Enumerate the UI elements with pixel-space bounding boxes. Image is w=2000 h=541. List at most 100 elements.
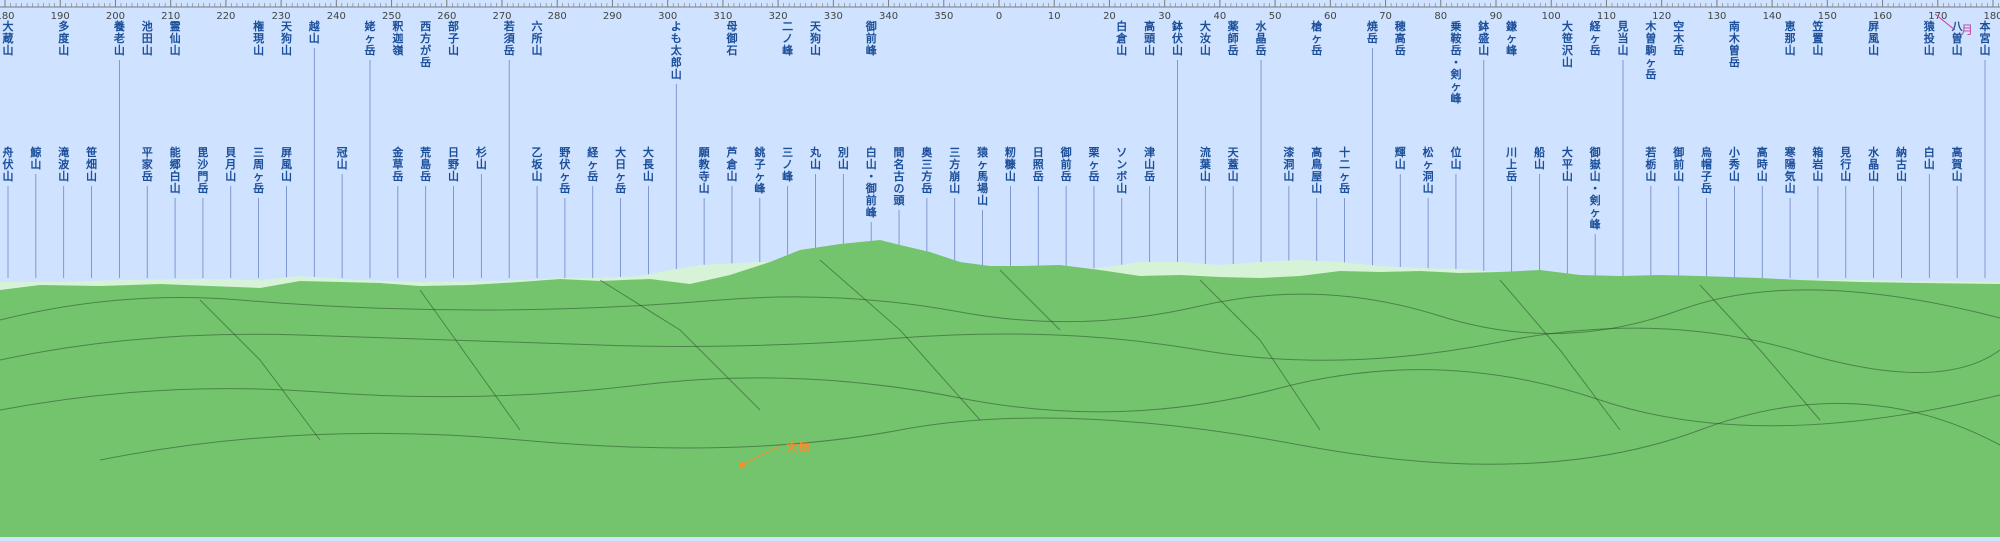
peak-label-lower: 御前岳 <box>1060 145 1072 183</box>
ruler-label: 340 <box>879 11 898 22</box>
peak-label-lower: 寒陽気山 <box>1784 145 1797 195</box>
peak-label-upper: 槍ヶ岳 <box>1310 19 1323 57</box>
peak-label-lower: 位山 <box>1450 145 1461 171</box>
ruler-label: 0 <box>996 11 1002 22</box>
ruler-label: 140 <box>1763 11 1782 22</box>
ruler-label: 200 <box>106 11 125 22</box>
ruler-label: 270 <box>492 11 511 22</box>
peak-label-upper: 若須岳 <box>503 19 516 57</box>
ruler-label: 280 <box>548 11 567 22</box>
peak-label-upper: 二ノ峰 <box>782 20 794 57</box>
peak-label-lower: 高鳥屋山 <box>1311 145 1322 195</box>
ridge-lines <box>0 259 2000 465</box>
peak-label-upper: よも太郎山 <box>670 20 683 81</box>
peak-label-lower: 若栃山 <box>1645 145 1656 183</box>
ruler-label: 30 <box>1158 11 1171 22</box>
peak-label-upper: 釈迦嶺 <box>391 19 404 57</box>
peak-label-upper: 見当山 <box>1617 20 1629 57</box>
peak-label-upper: 大汝山 <box>1200 19 1211 57</box>
ruler-label: 100 <box>1542 11 1561 22</box>
peak-label-upper: 部子山 <box>448 19 459 57</box>
peak-label-lower: 見行山 <box>1839 146 1851 183</box>
ruler-label: 60 <box>1324 11 1337 22</box>
peak-label-lower: 鯨山 <box>29 145 41 171</box>
peak-label-lower: 平家岳 <box>142 146 154 183</box>
peak-label-upper: 経ヶ岳 <box>1590 19 1602 57</box>
peak-label-lower: 大長山 <box>643 145 655 183</box>
location-label: 大岳 <box>786 439 810 454</box>
location-leader <box>741 445 781 466</box>
peak-label-upper: 多度山 <box>58 19 70 57</box>
peak-label-lower: 日野山 <box>448 146 459 183</box>
ruler-label: 180 <box>1983 11 2000 22</box>
peak-label-upper: 権現山 <box>253 19 264 57</box>
peak-label-upper: 高頭山 <box>1144 19 1156 57</box>
peak-label-lower: 屏風山 <box>281 146 292 183</box>
ruler-label: 20 <box>1103 11 1116 22</box>
peak-label-lower: 御嶽山・剣ヶ峰 <box>1589 145 1602 231</box>
ruler-label: 120 <box>1652 11 1671 22</box>
near-ridge <box>0 240 2000 537</box>
peak-label-upper: 木曽駒ヶ岳 <box>1644 19 1657 81</box>
peak-label-lower: 松ヶ洞山 <box>1423 145 1434 195</box>
peak-label-lower: 猿ヶ馬場山 <box>976 145 989 207</box>
peak-label-lower: 漆洞山 <box>1283 145 1294 183</box>
peak-label-lower: 高時山 <box>1757 145 1768 183</box>
ruler-label: 250 <box>382 11 401 22</box>
peak-label-lower: 津山岳 <box>1144 145 1155 183</box>
peak-label-upper: 大笹沢山 <box>1562 19 1574 69</box>
peak-label-upper: 笠置山 <box>1811 19 1823 57</box>
current-location-marker[interactable]: 大岳 <box>739 439 810 468</box>
ruler-label: 130 <box>1707 11 1726 22</box>
peak-label-upper: 薬師岳 <box>1228 19 1240 57</box>
peak-label-lower: 丸山 <box>809 145 822 171</box>
peak-label-lower: 箱岩山 <box>1811 145 1823 183</box>
peak-label-lower: 川上岳 <box>1505 146 1517 183</box>
peak-label-upper: 鉢伏山 <box>1172 19 1183 57</box>
special-marker-group: 月 <box>1934 13 1973 37</box>
peak-label-lower: 野伏ヶ岳 <box>559 146 570 195</box>
peak-label-lower: 栗ヶ岳 <box>1088 146 1099 183</box>
peak-label-lower: 水晶山 <box>1868 145 1880 183</box>
peak-label-lower: 乙坂山 <box>532 146 544 183</box>
azimuth-ruler: 1801902002102202302402502602702802903003… <box>0 0 2000 22</box>
ruler-label: 180 <box>0 11 15 22</box>
peak-leader-lines <box>7 48 1986 278</box>
peak-label-upper: 姥ヶ岳 <box>363 19 375 57</box>
peak-label-lower: 天蓋山 <box>1228 146 1240 183</box>
special-label: 月 <box>1961 23 1973 37</box>
ruler-label: 220 <box>216 11 235 22</box>
peak-label-upper: 乗鞍岳・剣ヶ峰 <box>1449 19 1462 105</box>
ruler-label: 210 <box>161 11 180 22</box>
peak-label-upper: 南木曽岳 <box>1728 19 1741 69</box>
peak-label-lower: 経ヶ岳 <box>587 145 599 183</box>
peak-label-lower: 願教寺山 <box>698 146 711 195</box>
peak-label-lower: 舟伏山 <box>3 145 14 183</box>
ruler-label: 40 <box>1214 11 1227 22</box>
peak-label-lower: 烏帽子岳 <box>1701 145 1712 195</box>
peak-label-upper: 天狗山 <box>810 20 822 57</box>
peak-label-lower: 金草岳 <box>391 145 404 183</box>
peak-label-upper: 天狗山 <box>281 20 293 57</box>
peak-label-lower: 船山 <box>1534 145 1545 171</box>
peak-label-lower: 杉山 <box>476 145 487 171</box>
peak-label-lower: 籾糠山 <box>1004 145 1017 183</box>
peak-label-lower: 納古山 <box>1896 145 1907 183</box>
peak-label-lower: 白山 <box>1924 145 1935 171</box>
peak-label-upper: 猿投山 <box>1923 19 1936 57</box>
peak-label-upper: 焼岳 <box>1367 19 1378 45</box>
peak-label-lower: 間名古の頭 <box>894 146 906 207</box>
ruler-label: 300 <box>658 11 677 22</box>
ruler-label: 110 <box>1597 11 1616 22</box>
ruler-label: 190 <box>51 11 70 22</box>
peak-label-upper: 鎌ヶ峰 <box>1505 19 1518 57</box>
peak-label-lower: 別山 <box>837 145 849 171</box>
ruler-label: 240 <box>327 11 346 22</box>
peak-label-lower: 能郷白山 <box>170 145 181 195</box>
ruler-ticks <box>4 0 1999 7</box>
peak-label-lower: 高賀山 <box>1951 145 1963 183</box>
peak-label-lower: 冠山 <box>337 146 348 171</box>
peak-label-upper: 母御石 <box>725 20 737 57</box>
